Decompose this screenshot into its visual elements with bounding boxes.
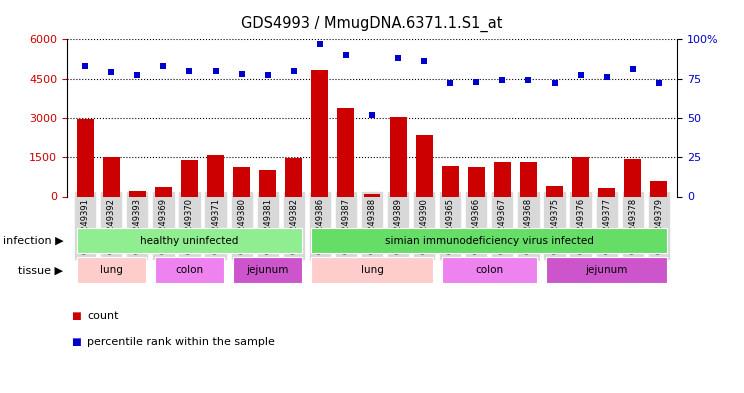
Bar <box>650 181 667 196</box>
Bar <box>338 108 354 196</box>
Point <box>418 58 430 64</box>
Text: count: count <box>87 311 118 321</box>
Point <box>496 77 508 83</box>
Point <box>392 55 404 61</box>
Point <box>288 68 300 74</box>
Bar <box>468 167 485 196</box>
Text: simian immunodeficiency virus infected: simian immunodeficiency virus infected <box>385 236 594 246</box>
Text: ■: ■ <box>71 337 80 347</box>
Bar <box>390 118 406 196</box>
Point <box>522 77 534 83</box>
Point <box>340 52 352 58</box>
Bar <box>520 162 537 196</box>
Point <box>574 72 586 79</box>
Point <box>210 68 222 74</box>
Bar <box>598 188 615 196</box>
Bar <box>416 135 432 196</box>
Bar <box>364 194 380 196</box>
Bar <box>494 162 511 196</box>
Bar <box>207 154 224 196</box>
Point <box>444 80 456 86</box>
Bar <box>181 160 198 196</box>
Text: percentile rank within the sample: percentile rank within the sample <box>87 337 275 347</box>
Point <box>184 68 196 74</box>
Point <box>314 41 326 47</box>
Bar <box>77 119 94 196</box>
Point <box>262 72 274 79</box>
Text: GDS4993 / MmugDNA.6371.1.S1_at: GDS4993 / MmugDNA.6371.1.S1_at <box>241 16 503 32</box>
Point <box>132 72 144 79</box>
Point <box>600 74 612 80</box>
Bar <box>285 158 302 196</box>
Bar <box>155 187 172 196</box>
Point <box>548 80 560 86</box>
Text: jejunum: jejunum <box>246 265 289 275</box>
Text: lung: lung <box>100 265 123 275</box>
Text: colon: colon <box>176 265 204 275</box>
Bar <box>546 186 563 196</box>
Point <box>626 66 638 72</box>
Point <box>158 63 170 69</box>
Text: jejunum: jejunum <box>586 265 628 275</box>
Point <box>652 80 664 86</box>
Text: tissue ▶: tissue ▶ <box>19 265 63 275</box>
Point <box>106 69 118 75</box>
Text: ■: ■ <box>71 311 80 321</box>
Point <box>236 71 248 77</box>
Bar <box>129 191 146 196</box>
Point <box>470 79 482 85</box>
Text: infection ▶: infection ▶ <box>3 236 63 246</box>
Bar <box>233 167 250 196</box>
Point <box>366 112 378 118</box>
Bar <box>442 166 459 196</box>
Bar <box>103 157 120 196</box>
Bar <box>259 170 276 196</box>
Bar <box>312 70 328 196</box>
Text: colon: colon <box>475 265 504 275</box>
Text: healthy uninfected: healthy uninfected <box>141 236 239 246</box>
Point <box>80 63 92 69</box>
Text: lung: lung <box>361 265 383 275</box>
Bar <box>624 159 641 196</box>
Bar <box>572 158 589 196</box>
